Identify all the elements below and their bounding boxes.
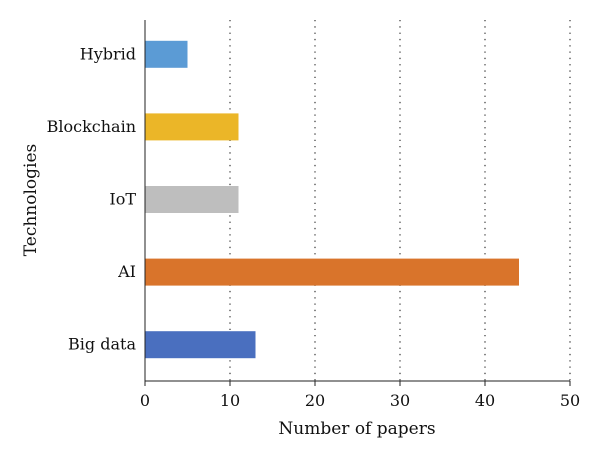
x-tick-label-40: 40 [475,391,495,410]
y-category-labels: Big data AI IoT Blockchain Hybrid [47,44,137,353]
bar-iot [145,186,239,213]
bar-ai [145,258,519,286]
x-tick-label-30: 30 [390,391,410,410]
x-tick-label-20: 20 [305,391,325,410]
category-label-hybrid: Hybrid [80,44,136,63]
bar-blockchain [145,113,239,141]
x-tick-label-50: 50 [560,391,580,410]
category-label-big-data: Big data [68,335,136,354]
x-axis-title: Number of papers [278,419,435,439]
x-tick-label-0: 0 [140,391,150,410]
axes [144,20,570,382]
y-axis-title: Technologies [21,144,41,257]
category-label-blockchain: Blockchain [47,117,136,136]
category-label-ai: AI [117,262,136,281]
bar-hybrid [145,40,188,68]
x-tick-label-10: 10 [220,391,240,410]
x-tick-labels: 0 10 20 30 40 50 [140,381,580,410]
gridlines [229,20,571,381]
bar-big-data [145,331,256,359]
category-label-iot: IoT [109,190,136,209]
bars [145,40,519,359]
